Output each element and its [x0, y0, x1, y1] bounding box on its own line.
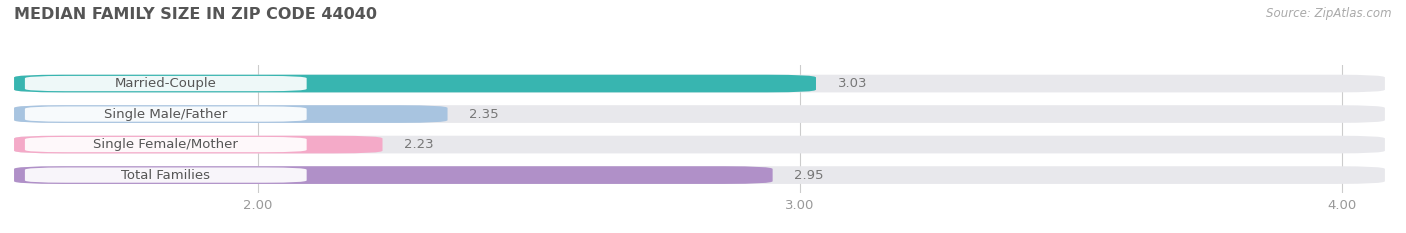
FancyBboxPatch shape: [14, 75, 815, 93]
FancyBboxPatch shape: [14, 136, 1385, 153]
Text: Total Families: Total Families: [121, 169, 211, 182]
FancyBboxPatch shape: [14, 105, 1385, 123]
FancyBboxPatch shape: [14, 166, 773, 184]
FancyBboxPatch shape: [25, 137, 307, 152]
Text: Single Female/Mother: Single Female/Mother: [93, 138, 238, 151]
FancyBboxPatch shape: [25, 168, 307, 183]
Text: MEDIAN FAMILY SIZE IN ZIP CODE 44040: MEDIAN FAMILY SIZE IN ZIP CODE 44040: [14, 7, 377, 22]
Text: Source: ZipAtlas.com: Source: ZipAtlas.com: [1267, 7, 1392, 20]
Text: 2.35: 2.35: [470, 108, 499, 120]
Text: 2.95: 2.95: [794, 169, 824, 182]
Text: 3.03: 3.03: [838, 77, 868, 90]
Text: Single Male/Father: Single Male/Father: [104, 108, 228, 120]
FancyBboxPatch shape: [14, 75, 1385, 93]
FancyBboxPatch shape: [14, 166, 1385, 184]
Text: Married-Couple: Married-Couple: [115, 77, 217, 90]
FancyBboxPatch shape: [14, 136, 382, 153]
Text: 2.23: 2.23: [404, 138, 434, 151]
FancyBboxPatch shape: [25, 106, 307, 122]
FancyBboxPatch shape: [25, 76, 307, 91]
FancyBboxPatch shape: [14, 105, 447, 123]
